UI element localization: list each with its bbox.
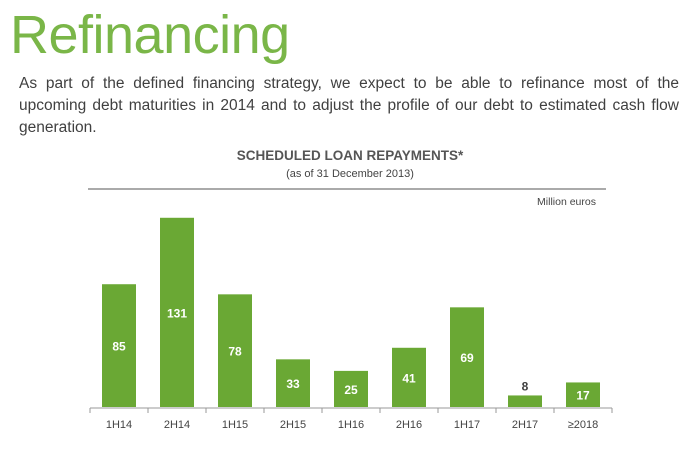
x-tick-label: 2H15 [280, 419, 306, 431]
bar-1H16 [334, 370, 368, 407]
data-label: 69 [460, 351, 474, 365]
data-label: 131 [167, 306, 187, 320]
data-label: 25 [344, 383, 358, 397]
x-tick-label: 1H14 [106, 419, 132, 431]
data-label: 85 [112, 340, 126, 354]
unit-label: Million euros [537, 196, 596, 208]
x-tick-label: 2H17 [512, 419, 538, 431]
bar-2H16 [392, 347, 426, 407]
data-label: 8 [522, 379, 529, 393]
x-tick-label: 2H14 [164, 419, 190, 431]
x-tick-label: 1H16 [338, 419, 364, 431]
intro-paragraph: As part of the defined financing strateg… [19, 75, 679, 136]
bar-2H17 [508, 395, 542, 407]
x-tick-label: 1H15 [222, 419, 248, 431]
data-label: 41 [402, 371, 416, 385]
data-label: 78 [228, 345, 242, 359]
chart-subtitle: (as of 31 December 2013) [286, 168, 414, 180]
bar-≥2018 [566, 382, 600, 407]
bar-2H14 [160, 217, 194, 407]
x-tick-label: 2H16 [396, 419, 422, 431]
x-tick-label: 1H17 [454, 419, 480, 431]
page-title: Refinancing [10, 5, 290, 65]
bar-2H15 [276, 359, 310, 407]
data-label: 17 [576, 389, 590, 403]
x-tick-label: ≥2018 [568, 419, 599, 431]
bar-1H15 [218, 294, 252, 407]
chart-title: SCHEDULED LOAN REPAYMENTS* [236, 148, 464, 163]
data-label: 33 [286, 377, 300, 391]
bar-1H14 [102, 284, 136, 407]
bar-1H17 [450, 307, 484, 407]
